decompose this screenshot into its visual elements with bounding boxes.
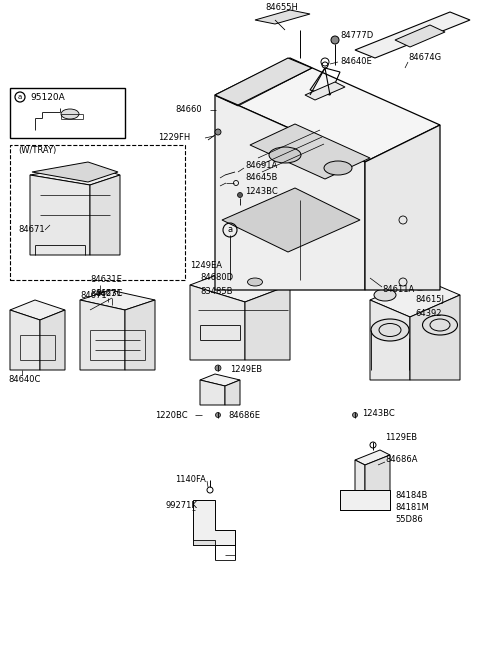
Circle shape [238, 192, 242, 197]
Polygon shape [370, 300, 410, 380]
Polygon shape [30, 175, 90, 255]
Polygon shape [90, 175, 120, 255]
Text: 84631E: 84631E [90, 276, 122, 285]
Polygon shape [355, 450, 390, 465]
Ellipse shape [248, 278, 263, 286]
Text: 1249EB: 1249EB [230, 365, 262, 375]
Text: 95120A: 95120A [30, 92, 65, 102]
Polygon shape [305, 82, 345, 100]
Text: 84640E: 84640E [340, 58, 372, 66]
Polygon shape [200, 374, 240, 386]
Text: 64392: 64392 [415, 308, 442, 318]
Text: 84691A: 84691A [245, 161, 277, 169]
Text: 84645B: 84645B [245, 173, 277, 182]
Polygon shape [40, 310, 65, 370]
Text: 84640C: 84640C [8, 375, 40, 384]
Polygon shape [215, 58, 440, 162]
Polygon shape [395, 25, 445, 47]
Text: 84777D: 84777D [340, 30, 373, 39]
Polygon shape [193, 500, 235, 545]
Text: 1229FH: 1229FH [158, 134, 190, 142]
Polygon shape [355, 12, 470, 58]
Ellipse shape [371, 319, 409, 341]
Polygon shape [370, 278, 460, 317]
Ellipse shape [374, 289, 396, 301]
Text: 1243BC: 1243BC [245, 188, 278, 197]
Polygon shape [200, 380, 225, 405]
Bar [10, 88, 125, 138]
Polygon shape [190, 285, 245, 360]
Text: 84181M: 84181M [395, 502, 429, 512]
Text: 84686E: 84686E [228, 411, 260, 419]
Circle shape [216, 413, 220, 417]
Text: 84655H: 84655H [265, 3, 298, 12]
Text: 1220BC: 1220BC [155, 411, 188, 419]
Polygon shape [125, 300, 155, 370]
Text: 84184B: 84184B [395, 491, 427, 499]
Circle shape [352, 413, 358, 417]
Text: 84674G: 84674G [408, 54, 441, 62]
Polygon shape [365, 125, 440, 290]
Text: (W/TRAY): (W/TRAY) [18, 146, 56, 155]
Text: 55D86: 55D86 [395, 514, 423, 523]
Polygon shape [222, 188, 360, 252]
Bar [340, 490, 390, 510]
Circle shape [215, 365, 221, 371]
Ellipse shape [269, 147, 301, 163]
Polygon shape [410, 295, 460, 380]
Polygon shape [250, 124, 370, 179]
Text: a: a [228, 226, 233, 234]
Text: 84615J: 84615J [415, 295, 444, 304]
Polygon shape [255, 10, 310, 24]
Bar [10, 145, 185, 280]
Polygon shape [340, 490, 390, 510]
Text: 1140FA: 1140FA [175, 476, 206, 485]
Text: 84611A: 84611A [382, 285, 414, 295]
Ellipse shape [61, 109, 79, 119]
Ellipse shape [324, 161, 352, 175]
Polygon shape [80, 300, 125, 370]
Text: 99271K: 99271K [165, 501, 197, 510]
Polygon shape [355, 460, 365, 495]
Polygon shape [10, 310, 40, 370]
Polygon shape [215, 95, 365, 290]
Polygon shape [80, 290, 155, 310]
Text: 84671: 84671 [18, 226, 45, 234]
Text: 1249EA: 1249EA [190, 260, 222, 270]
Polygon shape [225, 380, 240, 405]
Circle shape [331, 36, 339, 44]
Polygon shape [10, 300, 65, 320]
Polygon shape [365, 455, 390, 495]
Polygon shape [190, 268, 290, 302]
Text: 84660: 84660 [175, 106, 202, 115]
Polygon shape [245, 285, 290, 360]
Text: 84686A: 84686A [385, 455, 418, 464]
Text: 84671: 84671 [95, 289, 121, 298]
Polygon shape [30, 165, 120, 185]
Polygon shape [193, 540, 215, 545]
Ellipse shape [411, 280, 429, 290]
Text: 1243BC: 1243BC [362, 409, 395, 417]
Text: 84680D: 84680D [200, 274, 233, 283]
Polygon shape [32, 162, 118, 182]
Polygon shape [215, 58, 312, 105]
Circle shape [215, 129, 221, 135]
Text: 1129EB: 1129EB [385, 434, 417, 443]
Text: 84623C: 84623C [90, 289, 122, 298]
Ellipse shape [422, 315, 457, 335]
Text: a: a [18, 94, 22, 100]
Text: 84671: 84671 [80, 291, 107, 300]
Text: 83485B: 83485B [200, 287, 232, 295]
